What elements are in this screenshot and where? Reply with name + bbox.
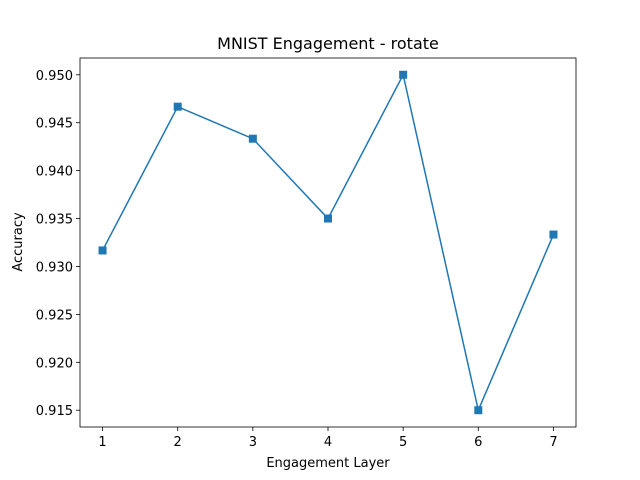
data-point-marker (399, 70, 408, 79)
y-tick-label: 0.945 (36, 117, 73, 132)
chart-title: MNIST Engagement - rotate (217, 34, 439, 53)
y-axis-label: Accuracy (11, 212, 26, 272)
data-point-marker (173, 102, 182, 111)
y-tick-label: 0.950 (36, 69, 73, 84)
x-tick-label: 1 (98, 435, 106, 450)
data-point-marker (98, 246, 107, 255)
y-tick-label: 0.935 (36, 213, 73, 228)
y-tick-label: 0.940 (36, 165, 73, 180)
data-point-marker (549, 230, 558, 239)
x-tick-label: 2 (174, 435, 182, 450)
y-tick-label: 0.930 (36, 260, 73, 275)
data-point-marker (248, 134, 257, 143)
x-tick-label: 4 (324, 435, 332, 450)
plot-area: 1 2 3 4 5 6 7 0.915 0.920 0.925 0.930 0.935 0.940 0.9… (36, 57, 577, 450)
data-point-marker (324, 214, 332, 223)
x-tick-label: 3 (249, 435, 257, 450)
y-tick-label: 0.920 (36, 356, 73, 371)
x-axis-label: Engagement Layer (266, 456, 390, 471)
data-point-marker (474, 406, 483, 415)
y-tick-label: 0.925 (36, 308, 73, 323)
x-tick-label: 5 (399, 435, 407, 450)
x-tick-label: 7 (549, 435, 557, 450)
x-tick-label: 6 (474, 435, 482, 450)
y-tick-label: 0.915 (36, 404, 73, 419)
